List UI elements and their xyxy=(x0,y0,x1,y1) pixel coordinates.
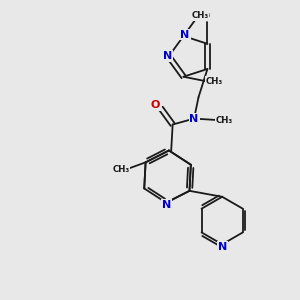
Text: CH₃: CH₃ xyxy=(216,116,233,124)
Text: CH₃: CH₃ xyxy=(206,77,223,86)
Text: O: O xyxy=(151,100,160,110)
Text: N: N xyxy=(189,114,199,124)
Text: CH₃: CH₃ xyxy=(191,11,208,20)
Text: N: N xyxy=(180,29,190,40)
Text: CH₃: CH₃ xyxy=(194,10,211,19)
Text: N: N xyxy=(218,242,227,252)
Text: CH₃: CH₃ xyxy=(112,165,130,174)
Text: N: N xyxy=(162,200,171,210)
Text: N: N xyxy=(163,51,172,62)
